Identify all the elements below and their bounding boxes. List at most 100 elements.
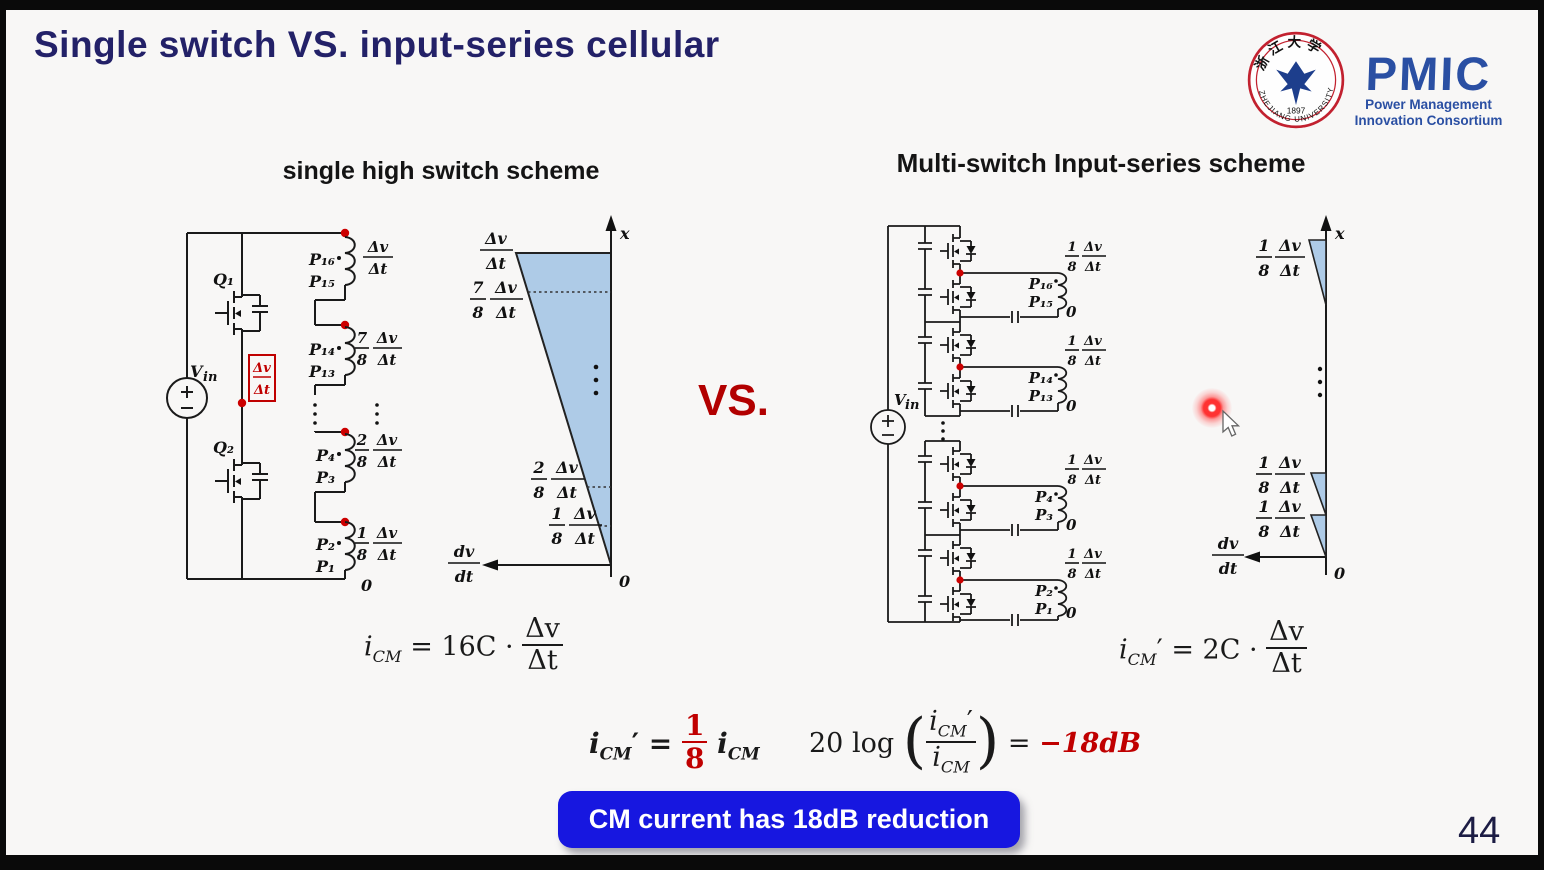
svg-text:Δv: Δv: [376, 524, 398, 542]
svg-text:Δt: Δt: [377, 351, 397, 369]
svg-text:1: 1: [1258, 497, 1269, 516]
x-axis-label: x: [1334, 224, 1345, 243]
svg-text:Δv: Δv: [1278, 497, 1301, 516]
svg-text:dt: dt: [1219, 559, 1238, 578]
vin-label: V: [894, 391, 907, 409]
svg-text:8: 8: [357, 453, 368, 471]
tick-full: Δv Δt: [480, 229, 513, 273]
p1-label: P₁: [315, 557, 335, 576]
winding-group-2: P₁₄ P₁₃ 1 8 Δv Δt 0: [956, 334, 1106, 417]
icm-single-equation: iCM = 16C · Δv Δt: [364, 613, 563, 679]
svg-text:0: 0: [1066, 604, 1077, 622]
multi-switch-circuit: V in P₁₆ P₁₅ 1 8 Δv: [870, 225, 1106, 626]
tick-top: 1 8 Δv Δt: [1256, 236, 1305, 280]
pmic-tagline-2: Innovation Consortium: [1354, 112, 1503, 128]
pmic-acronym: PMIC: [1364, 47, 1493, 100]
svg-text:dv: dv: [1218, 534, 1239, 553]
vin-sub-label: in: [905, 398, 919, 413]
svg-text:7: 7: [472, 278, 483, 297]
svg-text:8: 8: [1067, 354, 1076, 369]
vin-sub-label: in: [203, 370, 217, 385]
rate-label-full: Δv Δt: [363, 238, 393, 278]
vin-label: V: [190, 362, 204, 381]
mouse-cursor[interactable]: [1222, 409, 1244, 441]
winding-group-4: P₂ P₁ 1 8 Δv Δt 0: [956, 547, 1106, 626]
svg-text:Δt: Δt: [1084, 567, 1101, 582]
dvdt-highlight-box: Δv Δt: [248, 354, 276, 402]
svg-text:Δv: Δv: [555, 458, 578, 477]
step-triangle-mid: [1309, 472, 1327, 516]
q2-label: Q₂: [213, 438, 234, 457]
svg-text:Δv: Δv: [494, 278, 517, 297]
svg-text:8: 8: [1257, 478, 1269, 497]
svg-text:0: 0: [1066, 516, 1077, 534]
vin-source: V in: [166, 362, 217, 419]
ellipsis-dots: [313, 403, 379, 425]
svg-text:P₄: P₄: [1034, 488, 1053, 506]
svg-text:Δt: Δt: [368, 260, 388, 278]
svg-text:1: 1: [357, 524, 367, 542]
rate-label-78: 7 8 Δv Δt: [355, 329, 402, 369]
origin-label: 0: [619, 572, 630, 591]
svg-text:1: 1: [1067, 547, 1076, 562]
svg-text:2: 2: [356, 431, 367, 449]
vin-source: V in: [870, 391, 919, 445]
p16-label: P₁₆: [308, 250, 335, 269]
tick-78: 7 8 Δv Δt: [470, 278, 523, 322]
svg-text:Δt: Δt: [556, 483, 577, 502]
svg-text:Δt: Δt: [1279, 478, 1300, 497]
svg-text:Δv: Δv: [252, 361, 271, 376]
tick-18: 1 8 Δv Δt: [549, 504, 602, 548]
plot-ellipsis: [593, 364, 599, 396]
multi-switch-dvdt-plot: x 0 1 8 Δv Δt 1 8 Δv Δt 1 8: [1212, 215, 1345, 583]
svg-text:8: 8: [1257, 261, 1269, 280]
svg-text:Δt: Δt: [495, 303, 516, 322]
svg-text:dv: dv: [454, 542, 475, 561]
svg-text:Δv: Δv: [1083, 334, 1102, 349]
svg-text:Δv: Δv: [367, 238, 389, 256]
rate-label-28: 2 8 Δv Δt: [355, 431, 402, 471]
svg-text:0: 0: [1066, 397, 1077, 415]
svg-text:Δv: Δv: [1083, 240, 1102, 255]
p4-label: P₄: [315, 446, 335, 465]
dvdt-axis-label: dv dt: [448, 542, 480, 586]
svg-text:P₁₅: P₁₅: [1028, 293, 1054, 311]
plot-ellipsis: [1317, 366, 1323, 398]
icm-multi-equation: iCM′ = 2C · Δv Δt: [1119, 616, 1307, 682]
svg-text:Δv: Δv: [376, 431, 398, 449]
winding-group-1: P₁₆ P₁₅ 1 8 Δv Δt 0: [956, 240, 1106, 323]
slide-canvas: Single switch VS. input-series cellular: [6, 10, 1538, 855]
step-triangle-top: [1307, 239, 1327, 306]
svg-text:Δt: Δt: [377, 546, 397, 564]
svg-text:P₁: P₁: [1034, 600, 1053, 618]
tick-mid: 1 8 Δv Δt: [1256, 453, 1305, 497]
svg-text:Δt: Δt: [1084, 354, 1101, 369]
svg-text:Δv: Δv: [1278, 453, 1301, 472]
right-circuit-wires: [887, 225, 961, 623]
p14-label: P₁₄: [308, 340, 335, 359]
svg-text:8: 8: [532, 483, 544, 502]
step-triangle-bot: [1309, 514, 1327, 558]
svg-text:P₁₃: P₁₃: [1028, 387, 1054, 405]
letterbox-top: [0, 0, 1544, 10]
svg-text:P₃: P₃: [1034, 506, 1053, 524]
svg-text:Δv: Δv: [573, 504, 596, 523]
left-scheme-heading: single high switch scheme: [282, 157, 600, 185]
x-axis-label: x: [619, 224, 630, 243]
svg-text:Δt: Δt: [1084, 473, 1101, 488]
svg-text:8: 8: [357, 546, 368, 564]
p2-label: P₂: [315, 535, 335, 554]
svg-text:1: 1: [1067, 240, 1076, 255]
svg-text:Δv: Δv: [1083, 547, 1102, 562]
p15-label: P₁₅: [308, 272, 335, 291]
winding-group-3: P₄ P₃ 1 8 Δv Δt 0: [956, 453, 1106, 536]
right-scheme-heading: Multi-switch Input-series scheme: [896, 148, 1306, 178]
seal-eagle-emblem: [1276, 61, 1316, 105]
svg-text:8: 8: [550, 529, 562, 548]
left-circuit-wires: [186, 232, 346, 580]
q1-label: Q₁: [213, 270, 234, 289]
pmic-tagline-1: Power Management: [1365, 97, 1492, 112]
page-title: Single switch VS. input-series cellular: [34, 24, 720, 65]
db-reduction-equation: 20 log (iCM′ iCM) = −18dB: [809, 705, 1142, 776]
